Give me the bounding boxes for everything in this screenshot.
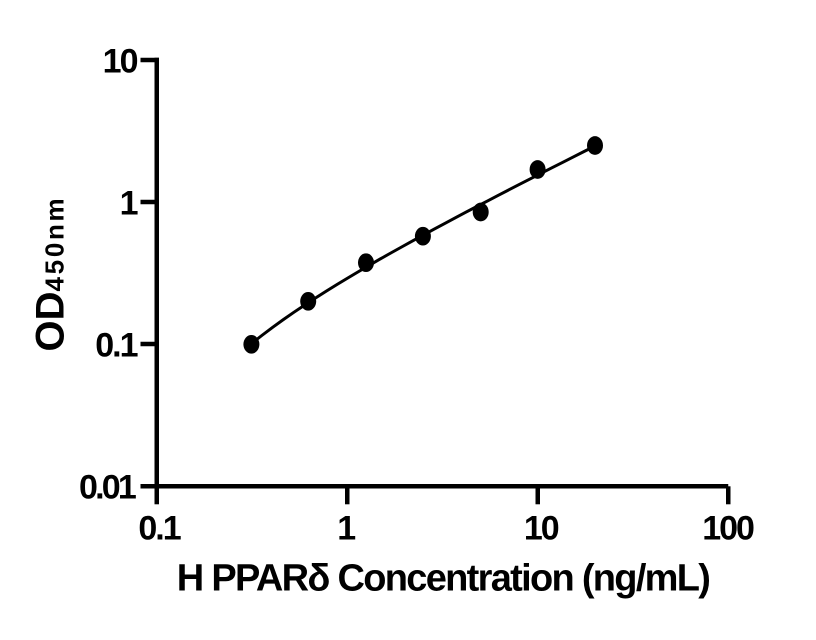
- svg-text:10: 10: [103, 42, 138, 80]
- svg-text:100: 100: [702, 509, 754, 547]
- svg-text:0.1: 0.1: [138, 509, 180, 547]
- svg-text:0.1: 0.1: [95, 326, 137, 364]
- svg-text:1: 1: [337, 509, 355, 547]
- svg-text:0.01: 0.01: [79, 469, 136, 507]
- svg-text:10: 10: [524, 509, 559, 547]
- svg-text:1: 1: [120, 184, 138, 222]
- svg-text:H PPARδ Concentration (ng/mL): H PPARδ Concentration (ng/mL): [177, 558, 710, 600]
